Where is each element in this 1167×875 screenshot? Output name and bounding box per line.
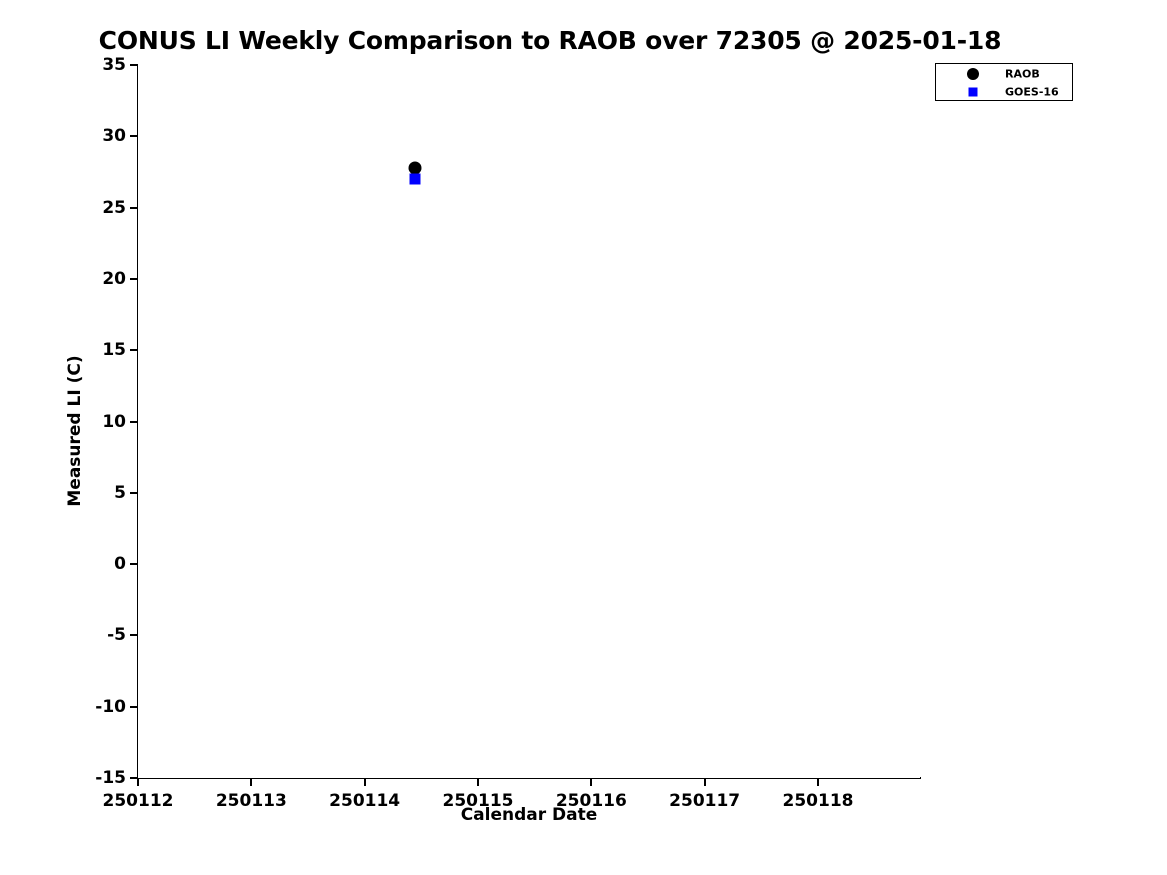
y-tick-mark: [130, 563, 138, 566]
x-tick-mark: [250, 778, 253, 786]
x-tick-label: 250117: [669, 791, 741, 811]
x-tick-label: 250115: [442, 791, 514, 811]
legend-label: RAOB: [1005, 67, 1040, 81]
y-tick-label: -5: [107, 625, 126, 646]
y-tick-label: 30: [102, 126, 126, 147]
x-axis-spine: [137, 777, 921, 779]
x-tick-mark: [703, 778, 706, 786]
legend-circle-icon: [967, 68, 979, 80]
x-tick-label: 250113: [215, 791, 287, 811]
y-tick-label: 15: [102, 340, 126, 361]
plot-area: -15 -10 -5 0 5 10 15 20 25 30 35 250112 250113 25011…: [95, 55, 920, 811]
y-tick-label: 0: [114, 554, 126, 575]
data-point-raob: [408, 161, 422, 175]
chart-title: CONUS LI Weekly Comparison to RAOB over …: [98, 26, 1002, 55]
x-tick-mark: [590, 778, 593, 786]
y-tick-mark: [130, 277, 138, 280]
y-tick-mark: [130, 135, 138, 138]
x-tick-mark: [817, 778, 819, 786]
data-point-goes16: [409, 173, 421, 185]
x-tick-label: 250116: [555, 791, 627, 811]
legend-entry: GOES-16: [936, 83, 1072, 101]
y-tick-mark: [130, 634, 138, 637]
x-axis-label: Calendar Date: [460, 805, 598, 825]
chart-legend: RAOB GOES-16: [935, 63, 1073, 101]
y-tick-label: 25: [102, 197, 126, 218]
y-tick-label: 20: [102, 268, 126, 289]
x-tick-mark: [477, 778, 479, 786]
x-tick-label: 250118: [782, 791, 854, 811]
y-tick-mark: [130, 420, 138, 423]
x-tick-label: 250112: [102, 791, 174, 811]
x-tick-label: 250114: [329, 791, 401, 811]
y-axis-label-text: Measured LI (C): [65, 355, 85, 507]
y-tick-mark: [130, 705, 138, 708]
legend-entry: RAOB: [936, 65, 1072, 83]
legend-square-icon: [968, 87, 978, 97]
y-tick-label: 10: [102, 411, 126, 432]
y-tick-label: 5: [114, 482, 126, 503]
legend-label: GOES-16: [1005, 85, 1059, 99]
y-tick-mark: [130, 64, 138, 66]
y-tick-mark: [130, 206, 138, 209]
y-tick-mark: [130, 491, 138, 494]
y-tick-label: 35: [102, 55, 126, 75]
x-tick-mark: [137, 778, 139, 786]
y-tick-label: -10: [95, 696, 126, 717]
y-tick-label: -15: [95, 768, 126, 788]
y-tick-mark: [130, 777, 138, 779]
y-tick-mark: [130, 349, 138, 352]
x-tick-mark: [363, 778, 366, 786]
